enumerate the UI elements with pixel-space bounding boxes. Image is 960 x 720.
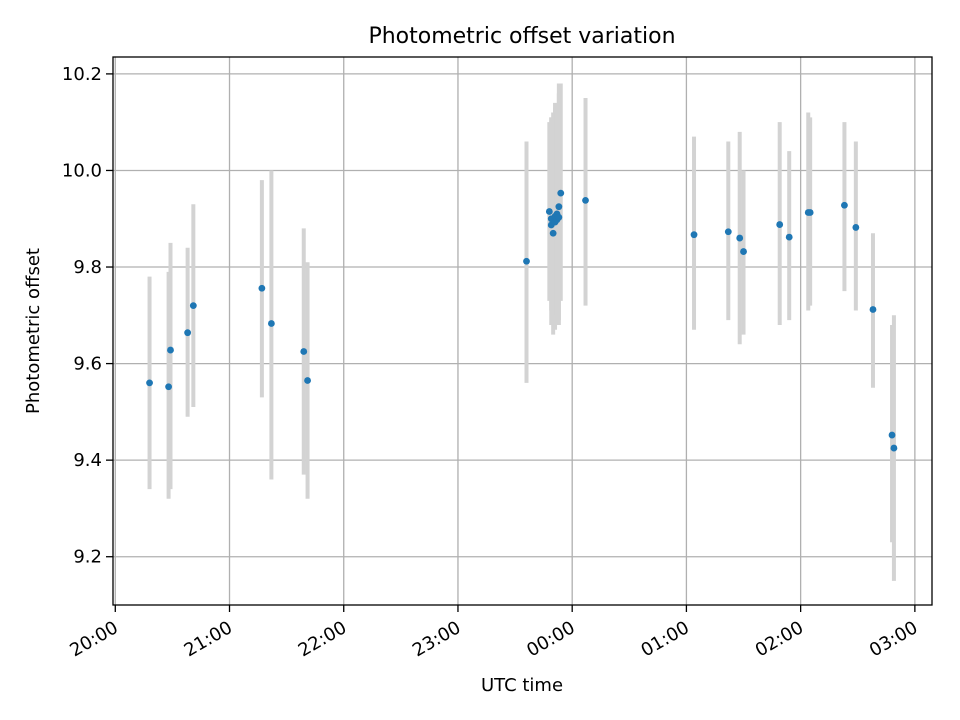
data-point — [146, 379, 153, 387]
data-point — [724, 228, 732, 236]
y-tick-label: 9.6 — [73, 354, 102, 375]
y-tick-label: 10.2 — [62, 64, 102, 85]
x-tick-label: 00:00 — [523, 617, 578, 661]
data-point — [690, 231, 698, 239]
y-tick-label: 9.8 — [73, 257, 102, 278]
data-point — [258, 284, 266, 292]
y-axis-title: Photometric offset — [23, 248, 44, 414]
x-tick-label: 03:00 — [866, 617, 921, 661]
data-point — [523, 257, 530, 265]
x-axis-title: UTC time — [481, 675, 563, 696]
data-point — [300, 348, 308, 355]
plot-frame — [112, 56, 933, 606]
gridlines — [113, 57, 932, 605]
chart-title: Photometric offset variation — [368, 24, 675, 49]
data-point — [557, 189, 565, 197]
data-point — [852, 224, 860, 231]
data-point — [785, 233, 793, 241]
x-axis-ticks: 20:00 21:00 22:00 23:00 00:00 01:00 02:00 03:00 — [66, 605, 921, 661]
data-point — [890, 444, 898, 452]
error-bars — [147, 83, 896, 581]
data-point — [189, 302, 197, 310]
data-point — [545, 208, 553, 215]
data-point — [304, 377, 311, 384]
data-point — [549, 229, 557, 237]
data-markers — [146, 189, 898, 452]
data-point — [267, 320, 275, 327]
data-point — [582, 196, 589, 204]
data-point — [740, 248, 747, 255]
y-axis-ticks: 9.2 9.4 9.6 9.8 10.0 10.2 — [62, 64, 113, 568]
data-point — [776, 221, 784, 228]
data-point — [555, 203, 563, 211]
data-point — [184, 329, 192, 337]
data-point — [736, 234, 744, 242]
x-tick-label: 23:00 — [409, 617, 464, 661]
y-tick-label: 9.4 — [73, 450, 102, 471]
x-tick-label: 21:00 — [181, 617, 236, 661]
x-tick-label: 02:00 — [752, 617, 807, 661]
data-point — [806, 209, 814, 216]
data-point — [841, 201, 848, 209]
data-point — [888, 431, 896, 439]
data-point — [869, 306, 877, 313]
data-point — [167, 346, 174, 354]
y-tick-label: 10.0 — [62, 160, 102, 181]
x-tick-label: 22:00 — [295, 617, 350, 661]
x-tick-label: 01:00 — [637, 617, 692, 661]
x-tick-label: 20:00 — [66, 617, 121, 661]
y-tick-label: 9.2 — [73, 547, 102, 568]
data-point — [165, 383, 172, 391]
data-point — [555, 213, 563, 221]
